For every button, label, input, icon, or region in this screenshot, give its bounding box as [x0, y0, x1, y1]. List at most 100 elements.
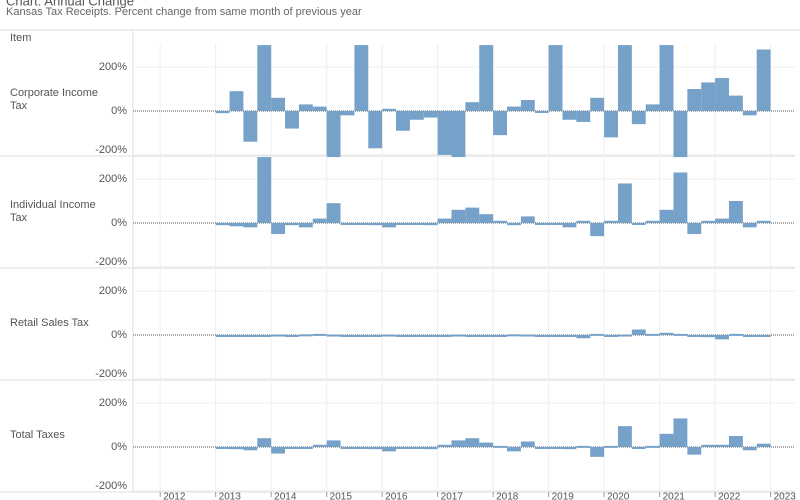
bar — [604, 220, 618, 223]
y-tick-label: -200% — [95, 256, 127, 268]
row-label: Individual Income Tax — [10, 199, 96, 224]
bar — [298, 446, 313, 449]
bar — [215, 222, 230, 226]
bar — [617, 334, 632, 337]
bar — [673, 333, 688, 336]
bar — [562, 222, 577, 228]
y-tick-label: 0% — [111, 329, 127, 341]
bar — [423, 334, 438, 337]
x-tick-label: 2020 — [607, 492, 630, 500]
bar — [285, 334, 299, 337]
bar — [326, 440, 341, 447]
bar — [617, 426, 632, 447]
bar — [368, 110, 383, 149]
bar — [631, 329, 646, 335]
bar — [701, 444, 716, 447]
bar — [243, 110, 258, 142]
bar — [451, 110, 466, 158]
bar — [382, 446, 397, 452]
x-tick-label: 2019 — [552, 492, 575, 500]
bar — [645, 445, 660, 448]
row-label: Retail Sales Tax — [10, 317, 89, 329]
bar — [701, 82, 716, 111]
y-tick-label: 0% — [111, 441, 127, 453]
bar — [382, 222, 397, 228]
x-tick-label: 2023 — [774, 492, 797, 500]
bar — [493, 445, 508, 448]
bar — [271, 97, 286, 111]
bar — [520, 334, 535, 337]
bar — [728, 201, 743, 223]
y-tick-label: 200% — [99, 397, 127, 409]
bar — [507, 334, 521, 337]
bar — [507, 222, 521, 226]
bar — [673, 418, 688, 447]
bar — [548, 446, 563, 449]
bar — [728, 333, 743, 336]
bar — [507, 106, 521, 111]
bar — [548, 334, 563, 337]
bar — [715, 218, 729, 223]
bar — [340, 446, 355, 449]
bar — [479, 45, 494, 111]
bar — [659, 209, 674, 223]
bar — [229, 222, 244, 227]
bar — [715, 444, 729, 447]
chart-title: Chart: Annual Change — [6, 0, 134, 8]
row-header: Item — [10, 32, 31, 44]
bar — [354, 45, 369, 111]
bar — [451, 334, 466, 337]
bar — [590, 446, 605, 457]
bar — [715, 334, 729, 340]
bar — [354, 446, 369, 449]
bar — [382, 334, 397, 337]
bar — [312, 333, 327, 336]
bar — [493, 334, 508, 337]
bar — [604, 110, 618, 138]
bar — [534, 334, 549, 337]
bar — [409, 446, 424, 449]
bar — [742, 446, 757, 451]
bar — [673, 110, 688, 158]
bar — [756, 334, 771, 337]
bar — [423, 110, 438, 118]
bar — [285, 110, 299, 129]
bar — [576, 334, 591, 339]
y-tick-label: -200% — [95, 144, 127, 156]
bar — [562, 334, 577, 337]
bar — [437, 218, 452, 223]
chart-subtitle: Kansas Tax Receipts. Percent change from… — [6, 6, 362, 18]
bar — [465, 438, 480, 447]
bar — [340, 222, 355, 225]
bar — [312, 106, 327, 111]
bar — [243, 446, 258, 451]
y-tick-label: -200% — [95, 368, 127, 380]
bar — [257, 157, 272, 223]
bar — [409, 334, 424, 337]
row-label: Corporate Income Tax — [10, 87, 98, 112]
bar — [229, 334, 244, 337]
bar — [562, 446, 577, 450]
bar — [756, 49, 771, 111]
x-tick-label: 2014 — [274, 492, 297, 500]
x-tick-label: 2016 — [385, 492, 408, 500]
y-tick-label: 200% — [99, 285, 127, 297]
bar — [479, 442, 494, 447]
bar — [701, 220, 716, 223]
bar — [742, 110, 757, 116]
bar — [687, 446, 702, 455]
bar — [576, 445, 591, 448]
bar — [576, 110, 591, 122]
bar — [534, 110, 549, 113]
bar — [715, 78, 729, 111]
bar — [326, 334, 341, 337]
bar — [645, 104, 660, 111]
bar — [659, 332, 674, 335]
bar — [340, 110, 355, 116]
bar — [215, 334, 230, 337]
bar — [298, 104, 313, 111]
row-label: Total Taxes — [10, 429, 65, 441]
bar — [368, 334, 383, 337]
bar — [326, 110, 341, 158]
